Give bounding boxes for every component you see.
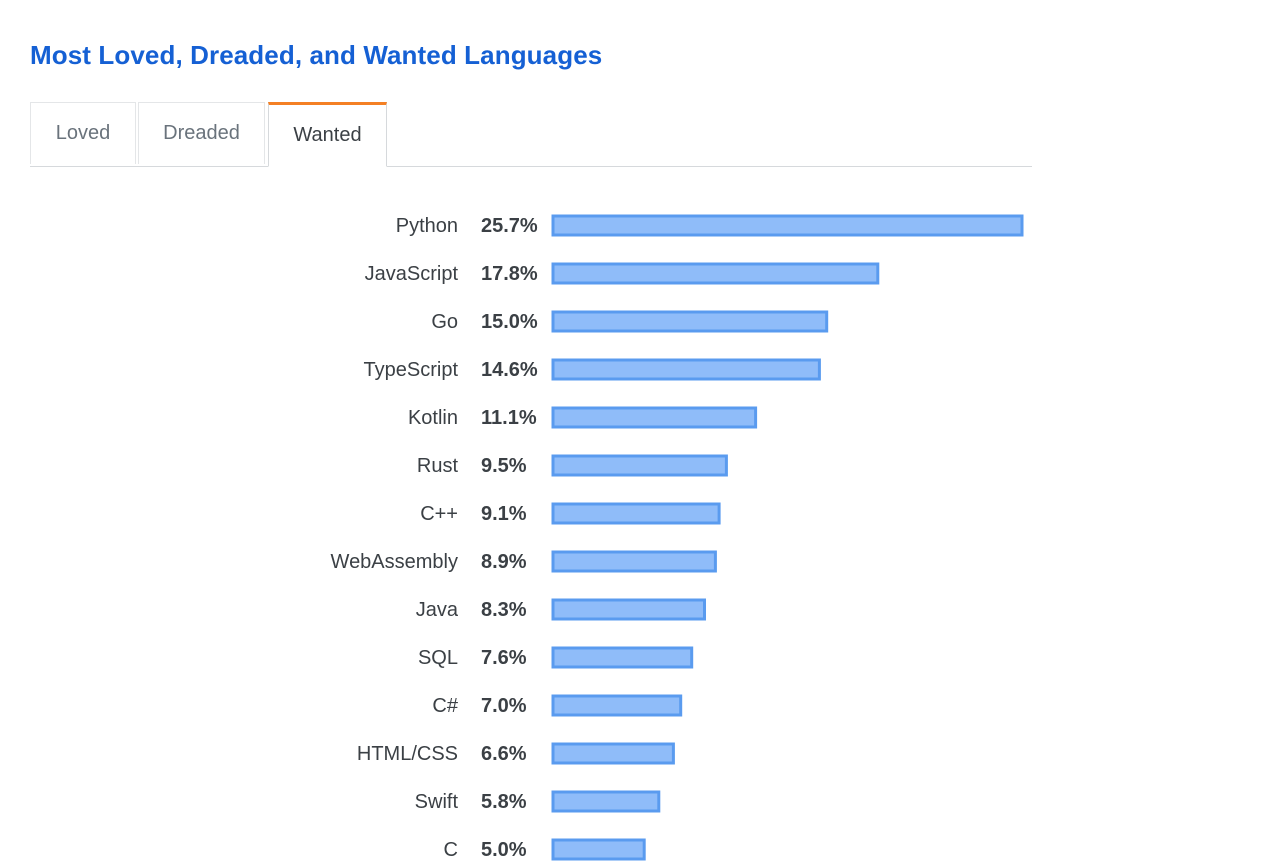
- value-label-java: 8.3%: [481, 599, 527, 621]
- category-label-go: Go: [431, 311, 458, 333]
- tab-dreaded[interactable]: Dreaded: [138, 102, 265, 164]
- bar-rust: [551, 454, 728, 477]
- value-label-swift: 5.8%: [481, 791, 527, 813]
- bar-webassembly: [551, 550, 717, 573]
- bar-html-css: [551, 742, 675, 765]
- category-label-javascript: JavaScript: [365, 263, 459, 285]
- bar-cpp: [551, 502, 721, 525]
- category-label-html-css: HTML/CSS: [357, 743, 458, 765]
- bar-python: [551, 214, 1024, 237]
- bar-kotlin: [551, 406, 758, 429]
- bar-csharp: [551, 694, 683, 717]
- bar-java: [551, 598, 706, 621]
- value-label-csharp: 7.0%: [481, 695, 527, 717]
- bar-typescript: [551, 358, 821, 381]
- value-label-c: 5.0%: [481, 839, 527, 861]
- bar-go: [551, 310, 829, 333]
- category-label-swift: Swift: [415, 791, 459, 813]
- category-label-sql: SQL: [418, 647, 458, 669]
- category-label-c: C: [444, 839, 458, 861]
- page-title: Most Loved, Dreaded, and Wanted Language…: [30, 40, 603, 70]
- value-label-sql: 7.6%: [481, 647, 527, 669]
- category-label-python: Python: [396, 215, 458, 237]
- tab-wanted[interactable]: Wanted: [268, 102, 387, 167]
- bar-c: [551, 838, 646, 861]
- category-label-java: Java: [416, 599, 459, 621]
- category-label-cpp: C++: [420, 503, 458, 525]
- value-label-javascript: 17.8%: [481, 263, 538, 285]
- value-label-python: 25.7%: [481, 215, 538, 237]
- value-label-go: 15.0%: [481, 311, 538, 333]
- value-label-kotlin: 11.1%: [481, 407, 537, 429]
- value-label-html-css: 6.6%: [481, 743, 527, 765]
- bar-swift: [551, 790, 661, 813]
- value-label-cpp: 9.1%: [481, 503, 527, 525]
- value-label-webassembly: 8.9%: [481, 551, 527, 573]
- bar-javascript: [551, 262, 880, 285]
- value-label-rust: 9.5%: [481, 455, 527, 477]
- tab-bar: Loved Dreaded Wanted: [30, 102, 1032, 167]
- category-label-typescript: TypeScript: [364, 359, 459, 381]
- tab-loved[interactable]: Loved: [30, 102, 136, 164]
- bar-sql: [551, 646, 694, 669]
- category-label-kotlin: Kotlin: [408, 407, 458, 429]
- category-label-rust: Rust: [417, 455, 459, 477]
- value-label-typescript: 14.6%: [481, 359, 538, 381]
- category-label-csharp: C#: [432, 695, 458, 717]
- category-label-webassembly: WebAssembly: [331, 551, 458, 573]
